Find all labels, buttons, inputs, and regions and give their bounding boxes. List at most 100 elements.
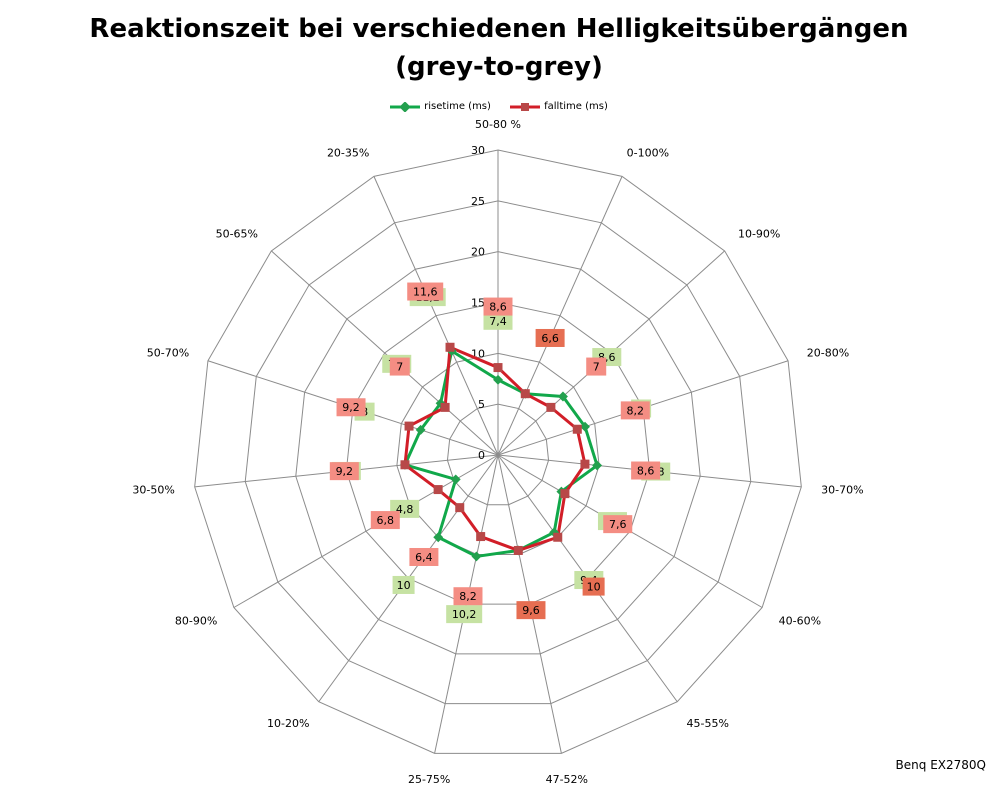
category-label: 80-90% <box>175 615 217 628</box>
category-label: 45-55% <box>687 717 729 730</box>
r-tick-label: 20 <box>471 246 485 259</box>
fall-data-label: 9,6 <box>522 604 540 617</box>
fall-point <box>400 460 410 470</box>
r-tick-label: 15 <box>471 297 485 310</box>
category-label: 20-80% <box>807 347 849 360</box>
grid-ring-30 <box>194 149 802 754</box>
axis-spoke-13 <box>271 250 499 456</box>
rise-point <box>592 460 603 471</box>
fall-data-label: 7 <box>396 361 403 374</box>
fall-point <box>560 489 570 499</box>
fall-label-bg <box>370 511 400 530</box>
grid-ring-25 <box>244 200 752 705</box>
rise-point <box>415 424 426 435</box>
fall-point <box>445 342 455 352</box>
category-label: 25-75% <box>408 773 450 786</box>
category-label: 30-50% <box>132 484 174 497</box>
fall-point <box>580 459 590 469</box>
category-label: 50-65% <box>216 228 258 241</box>
rise-point <box>471 551 482 562</box>
rise-point <box>580 421 590 432</box>
fall-point <box>572 424 582 434</box>
legend-rise-label: risetime (ms) <box>424 101 491 112</box>
rise-data-label: 10,2 <box>452 608 477 621</box>
chart-title-line1: Reaktionszeit bei verschiedenen Helligke… <box>89 14 909 44</box>
legend-rise-swatch-icon <box>390 101 421 112</box>
rise-point <box>558 391 568 402</box>
fall-point <box>440 402 450 412</box>
fall-label-bg <box>329 462 359 481</box>
axis-spoke-1 <box>497 176 623 456</box>
fall-label-bg <box>535 328 565 347</box>
fall-data-label: 7 <box>593 361 600 374</box>
fall-label-bg <box>631 461 661 480</box>
chart-legend: risetime (ms) falltime (ms) <box>0 101 998 115</box>
category-label: 30-70% <box>821 484 863 497</box>
fall-label-bg <box>407 282 444 301</box>
grid-ring-5 <box>446 403 550 506</box>
category-label: 50-80 % <box>475 118 521 131</box>
fall-label-bg <box>516 601 546 620</box>
chart-title-line2: (grey-to-grey) <box>395 52 603 82</box>
legend-item-fall: falltime (ms) <box>510 101 608 112</box>
legend-item-rise: risetime (ms) <box>390 101 491 112</box>
grid-ring-20 <box>295 251 701 655</box>
r-tick-label: 25 <box>471 195 485 208</box>
fall-point <box>513 545 523 555</box>
fall-label-bg <box>389 357 410 376</box>
rise-data-label: 10 <box>397 579 411 592</box>
rise-label-bg <box>446 605 483 624</box>
fall-data-label: 8,6 <box>489 301 507 314</box>
category-label: 50-70% <box>147 347 189 360</box>
rise-data-label: 7,4 <box>489 315 507 328</box>
fall-label-bg <box>603 515 633 534</box>
fall-point <box>553 532 563 542</box>
rise-label-bg <box>483 311 513 330</box>
fall-label-bg <box>483 297 513 316</box>
category-label: 10-90% <box>738 228 780 241</box>
fall-data-label: 7,6 <box>609 518 627 531</box>
fall-data-label: 11,6 <box>413 286 438 299</box>
category-label: 47-52% <box>546 773 588 786</box>
rise-data-label: 4,8 <box>396 503 414 516</box>
category-label: 10-20% <box>267 717 309 730</box>
fall-label-bg <box>586 357 607 376</box>
rise-point <box>493 374 503 385</box>
axis-spoke-14 <box>373 176 499 456</box>
fall-data-label: 8,6 <box>637 465 655 478</box>
fall-point <box>433 485 443 495</box>
fall-data-label: 6,8 <box>377 514 395 527</box>
category-label: 20-35% <box>327 147 369 160</box>
legend-fall-label: falltime (ms) <box>544 101 608 112</box>
fall-data-label: 6,6 <box>541 332 559 345</box>
r-tick-label: 0 <box>478 449 485 462</box>
fall-point <box>546 402 556 412</box>
grid-ring-15 <box>345 301 651 605</box>
fall-point <box>455 503 465 513</box>
category-label: 40-60% <box>779 615 821 628</box>
fall-point <box>520 389 530 399</box>
fall-data-label: 9,2 <box>336 465 354 478</box>
fall-label-bg <box>453 587 483 606</box>
rise-point <box>433 532 444 543</box>
fall-point <box>476 532 486 542</box>
fall-data-label: 10 <box>587 581 601 594</box>
rise-point <box>450 474 461 485</box>
fall-data-label: 8,2 <box>459 590 477 603</box>
fall-label-bg <box>336 398 366 417</box>
fall-label-bg <box>582 577 605 596</box>
fall-data-label: 8,2 <box>627 404 645 417</box>
fall-label-bg <box>409 547 439 566</box>
r-tick-label: 30 <box>471 144 485 157</box>
r-tick-label: 5 <box>478 398 485 411</box>
fall-series-line <box>403 345 587 552</box>
fall-data-label: 9,2 <box>342 401 360 414</box>
fall-point <box>404 421 414 431</box>
chart-title: Reaktionszeit bei verschiedenen Helligke… <box>0 10 998 86</box>
legend-fall-swatch-icon <box>510 102 541 111</box>
monitor-model-label: Benq EX2780Q <box>895 758 986 772</box>
rise-label-bg <box>392 575 415 594</box>
category-label: 0-100% <box>627 147 669 160</box>
fall-data-label: 6,4 <box>415 551 433 564</box>
